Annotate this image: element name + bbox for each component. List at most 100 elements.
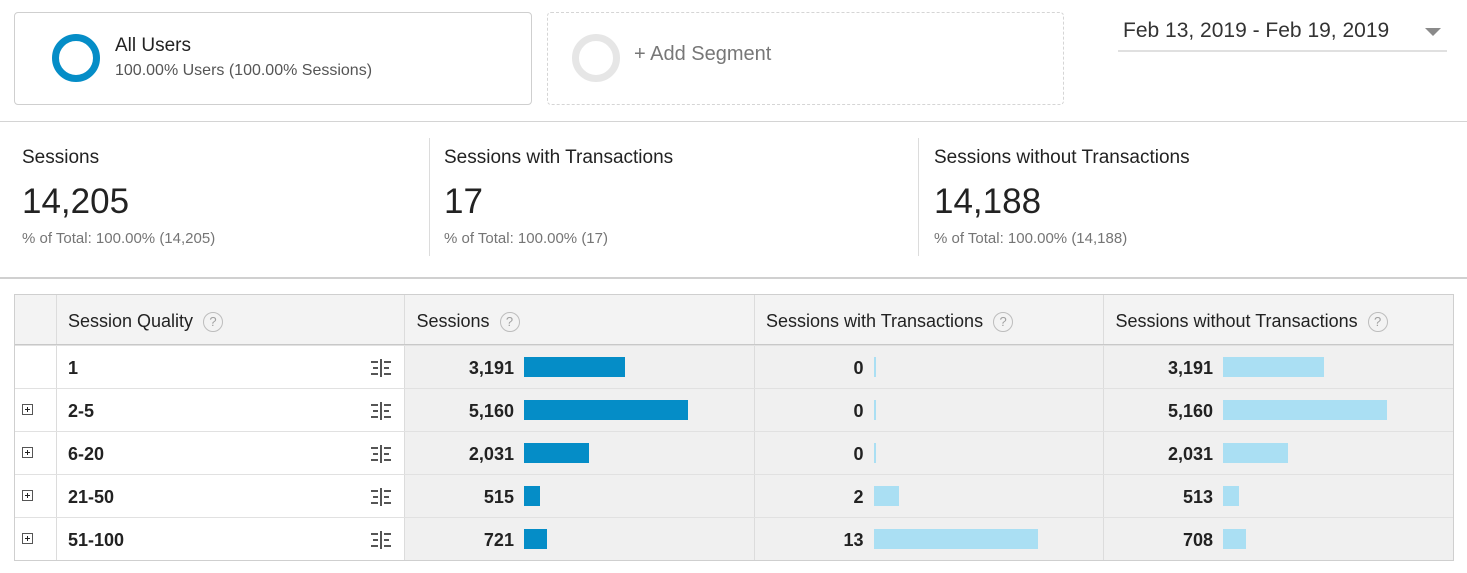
metric-bar [1223, 357, 1325, 377]
column-header-label: Sessions without Transactions [1115, 311, 1358, 331]
expand-cell [15, 475, 56, 517]
metric-cell-m1: 2,031 [404, 432, 754, 474]
dimension-value[interactable]: 21-50 [67, 487, 114, 507]
expand-cell [15, 346, 56, 388]
metric-value: 0 [853, 358, 864, 378]
scorecard-sessions[interactable]: Sessions 14,205 % of Total: 100.00% (14,… [22, 138, 422, 256]
metric-cell-m2: 0 [753, 432, 1104, 474]
help-icon[interactable]: ? [1367, 312, 1388, 332]
expand-plus-icon[interactable] [22, 447, 33, 458]
scorecard-label: Sessions with Transactions [444, 147, 674, 168]
column-header-sessions-without-transactions[interactable]: Sessions without Transactions? [1103, 295, 1453, 344]
scorecard-sessions-without-transactions[interactable]: Sessions without Transactions 14,188 % o… [918, 138, 1418, 256]
scorecard-percent-total: % of Total: 100.00% (17) [444, 230, 608, 247]
table-row[interactable]: 21-50 515 2 513 [15, 474, 1453, 517]
help-icon[interactable]: ? [203, 312, 223, 332]
table-row[interactable]: 1 3,191 0 3,191 [15, 345, 1453, 388]
dimension-value[interactable]: 2-5 [67, 401, 94, 421]
divider [0, 121, 1467, 122]
expand-plus-icon[interactable] [22, 404, 33, 415]
metric-bar [873, 357, 876, 377]
pivot-icon[interactable] [370, 444, 392, 464]
dimension-cell[interactable]: 2-5 [55, 389, 405, 431]
help-icon[interactable]: ? [993, 312, 1014, 332]
metric-value: 2,031 [1167, 444, 1213, 464]
metric-cell-m1: 721 [404, 518, 754, 560]
dimension-value[interactable]: 6-20 [67, 444, 104, 464]
column-header-label: Sessions with Transactions [765, 311, 984, 331]
expand-cell [15, 389, 56, 431]
metric-value: 515 [483, 487, 514, 507]
scorecard-percent-total: % of Total: 100.00% (14,188) [934, 230, 1128, 247]
table-row[interactable]: 6-20 2,031 0 2,031 [15, 431, 1453, 474]
dimension-cell[interactable]: 6-20 [55, 432, 405, 474]
column-header-sessions-with-transactions[interactable]: Sessions with Transactions? [753, 295, 1104, 344]
expand-cell [15, 518, 56, 560]
divider [0, 277, 1467, 279]
pivot-icon[interactable] [370, 358, 392, 378]
pivot-icon[interactable] [370, 401, 392, 421]
segment-donut-icon [52, 34, 100, 82]
metric-cell-m2: 13 [753, 518, 1104, 560]
table-row[interactable]: 51-100 721 13 708 [15, 517, 1453, 560]
metric-value: 3,191 [1167, 358, 1213, 378]
scorecard-value: 14,188 [934, 182, 1042, 221]
metric-bar [524, 443, 590, 463]
dimension-value[interactable]: 1 [67, 358, 78, 378]
dimension-cell[interactable]: 1 [55, 346, 405, 388]
metric-cell-m3: 513 [1103, 475, 1453, 517]
metric-cell-m3: 2,031 [1103, 432, 1453, 474]
scorecard-value: 14,205 [22, 182, 130, 221]
column-header-label: Sessions [416, 311, 490, 331]
column-header-sessions[interactable]: Sessions? [404, 295, 754, 344]
metric-cell-m3: 3,191 [1103, 346, 1453, 388]
metric-cell-m2: 2 [753, 475, 1104, 517]
add-segment-button[interactable]: + Add Segment [547, 12, 1064, 105]
segment-all-users[interactable]: All Users 100.00% Users (100.00% Session… [14, 12, 532, 105]
pivot-icon[interactable] [370, 530, 392, 550]
table-row[interactable]: 2-5 5,160 0 5,160 [15, 388, 1453, 431]
metric-bar [524, 400, 689, 420]
date-range-label: Feb 13, 2019 - Feb 19, 2019 [1123, 19, 1390, 42]
metric-bar [524, 486, 541, 506]
metric-bar [1223, 529, 1247, 549]
scorecard-value: 17 [444, 182, 483, 221]
metric-value: 2 [853, 487, 864, 507]
report-table: Session Quality? Sessions? Sessions with… [14, 294, 1454, 561]
metric-cell-m3: 5,160 [1103, 389, 1453, 431]
expand-plus-icon[interactable] [22, 533, 33, 544]
metric-cell-m3: 708 [1103, 518, 1453, 560]
metric-value: 708 [1182, 530, 1213, 550]
segment-name: All Users [115, 35, 192, 56]
scorecard-sessions-with-transactions[interactable]: Sessions with Transactions 17 % of Total… [429, 138, 914, 256]
dimension-cell[interactable]: 21-50 [55, 475, 405, 517]
metric-bar [1223, 400, 1388, 420]
metric-bar [873, 486, 899, 506]
scorecard-percent-total: % of Total: 100.00% (14,205) [22, 230, 216, 247]
pivot-icon[interactable] [370, 487, 392, 507]
column-header-session-quality[interactable]: Session Quality? [55, 295, 405, 344]
metric-value: 0 [853, 401, 864, 421]
metric-value: 0 [853, 444, 864, 464]
metric-bar [873, 400, 876, 420]
metric-value: 3,191 [468, 358, 514, 378]
dimension-value[interactable]: 51-100 [67, 530, 124, 550]
metric-value: 5,160 [1167, 401, 1213, 421]
metric-bar [524, 357, 626, 377]
metric-value: 5,160 [468, 401, 514, 421]
empty-segment-donut-icon [572, 34, 620, 82]
metric-cell-m1: 3,191 [404, 346, 754, 388]
metric-bar [1223, 443, 1289, 463]
dimension-cell[interactable]: 51-100 [55, 518, 405, 560]
help-icon[interactable]: ? [499, 312, 520, 332]
header-expand-column [15, 295, 56, 344]
scorecard-label: Sessions [22, 147, 100, 168]
table-header-row: Session Quality? Sessions? Sessions with… [15, 295, 1453, 345]
date-range-picker[interactable]: Feb 13, 2019 - Feb 19, 2019 [1118, 16, 1447, 52]
metric-cell-m2: 0 [753, 389, 1104, 431]
expand-plus-icon[interactable] [22, 490, 33, 501]
metric-bar [873, 443, 876, 463]
expand-cell [15, 432, 56, 474]
metric-value: 13 [843, 530, 864, 550]
metric-cell-m1: 5,160 [404, 389, 754, 431]
